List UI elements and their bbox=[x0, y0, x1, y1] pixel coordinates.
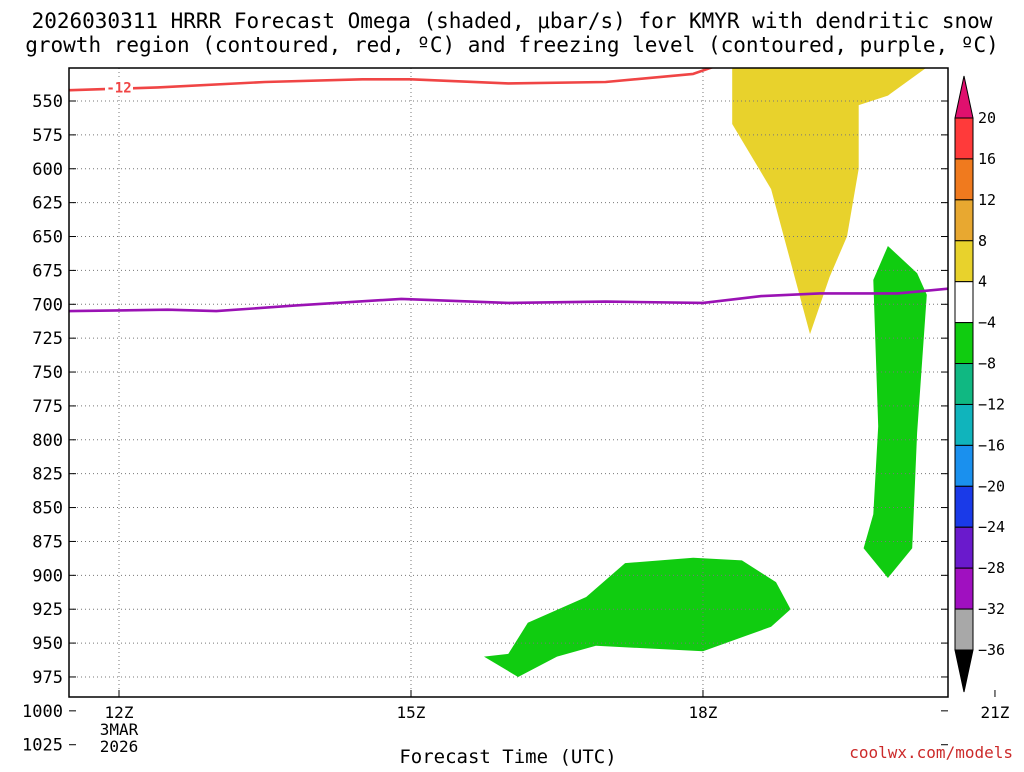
colorbar: 20 16 12 8 4 −4 −8 −12 −16 −20 −24 −28 −32 −36 bbox=[954, 75, 1005, 693]
y-tick-label-650: 650 bbox=[32, 228, 63, 248]
colorbar-swatch-2 bbox=[954, 199, 974, 242]
contour-line-freezing-level-0 bbox=[69, 287, 948, 313]
x-axis-label: Forecast Time (UTC) bbox=[399, 746, 616, 768]
colorbar-label-7: −12 bbox=[978, 395, 1005, 413]
colorbar-label-10: −24 bbox=[978, 518, 1005, 536]
colorbar-swatch-0 bbox=[954, 117, 974, 160]
colorbar-swatch-7 bbox=[954, 403, 974, 446]
colorbar-swatch-1 bbox=[954, 158, 974, 201]
y-tick-label-875: 875 bbox=[32, 532, 63, 552]
colorbar-top-arrow bbox=[954, 75, 974, 119]
y-tick-label-825: 825 bbox=[32, 465, 63, 485]
plot-area: -120 bbox=[69, 68, 948, 697]
y-tick-label-675: 675 bbox=[32, 261, 63, 281]
y-tick-label-750: 750 bbox=[32, 363, 63, 383]
x-tick-label-18-0: 18Z bbox=[689, 703, 718, 722]
y-tick-label-625: 625 bbox=[32, 194, 63, 214]
colorbar-swatch-9 bbox=[954, 485, 974, 528]
x-tick-label-12-1: 3MAR bbox=[100, 720, 139, 739]
colorbar-label-12: −32 bbox=[978, 600, 1005, 618]
y-tick-label-575: 575 bbox=[32, 126, 63, 146]
axes: 550 575 600 625 650 675 700 725 750 775 800 825 850 8… bbox=[22, 67, 1010, 756]
colorbar-label-8: −16 bbox=[978, 436, 1005, 454]
colorbar-label-3: 8 bbox=[978, 232, 987, 250]
contour-label-bg-dendritic-growth-minus12 bbox=[105, 79, 133, 96]
credit-text: coolwx.com/models bbox=[849, 743, 1013, 762]
y-tick-label-800: 800 bbox=[32, 431, 63, 451]
x-tick-label-21-0: 21Z bbox=[981, 703, 1010, 722]
colorbar-bottom-arrow bbox=[954, 649, 974, 693]
y-tick-label-1025: 1025 bbox=[22, 736, 63, 756]
colorbar-label-11: −28 bbox=[978, 559, 1005, 577]
chart-title-line-2: growth region (contoured, red, ºC) and f… bbox=[25, 33, 999, 57]
x-tick-label-15-0: 15Z bbox=[397, 703, 426, 722]
colorbar-label-5: −4 bbox=[978, 314, 996, 332]
y-tick-label-925: 925 bbox=[32, 600, 63, 620]
y-tick-label-775: 775 bbox=[32, 397, 63, 417]
colorbar-swatch-4 bbox=[954, 281, 974, 324]
y-tick-label-900: 900 bbox=[32, 566, 63, 586]
colorbar-label-13: −36 bbox=[978, 641, 1005, 659]
y-tick-label-850: 850 bbox=[32, 499, 63, 519]
colorbar-label-2: 12 bbox=[978, 191, 996, 209]
y-tick-label-725: 725 bbox=[32, 329, 63, 349]
colorbar-label-1: 16 bbox=[978, 150, 996, 168]
colorbar-swatch-11 bbox=[954, 567, 974, 610]
colorbar-swatch-8 bbox=[954, 444, 974, 487]
plot-frame bbox=[68, 67, 949, 698]
y-tick-label-700: 700 bbox=[32, 295, 63, 315]
colorbar-swatch-3 bbox=[954, 240, 974, 283]
contour-label-dendritic-growth-minus12: -12 bbox=[106, 80, 131, 96]
colorbar-label-9: −20 bbox=[978, 477, 1005, 495]
chart-title-line-1: 2026030311 HRRR Forecast Omega (shaded, … bbox=[32, 9, 993, 33]
y-tick-label-550: 550 bbox=[32, 92, 63, 112]
colorbar-swatch-10 bbox=[954, 526, 974, 569]
colorbar-label-4: 4 bbox=[978, 273, 987, 291]
colorbar-label-0: 20 bbox=[978, 109, 996, 127]
y-tick-label-600: 600 bbox=[32, 160, 63, 180]
x-tick-label-12-2: 2026 bbox=[100, 737, 139, 756]
x-tick-label-12-0: 12Z bbox=[105, 703, 134, 722]
shaded-region-green-low-blob bbox=[484, 557, 791, 677]
y-tick-label-1000: 1000 bbox=[22, 702, 63, 722]
colorbar-swatch-5 bbox=[954, 322, 974, 365]
colorbar-swatch-12 bbox=[954, 608, 974, 651]
shaded-region-rising-yellow-plume bbox=[732, 68, 926, 335]
colorbar-swatch-6 bbox=[954, 363, 974, 405]
colorbar-label-6: −8 bbox=[978, 355, 996, 373]
shaded-region-green-column bbox=[863, 246, 927, 578]
y-tick-label-975: 975 bbox=[32, 668, 63, 688]
y-tick-label-950: 950 bbox=[32, 634, 63, 654]
